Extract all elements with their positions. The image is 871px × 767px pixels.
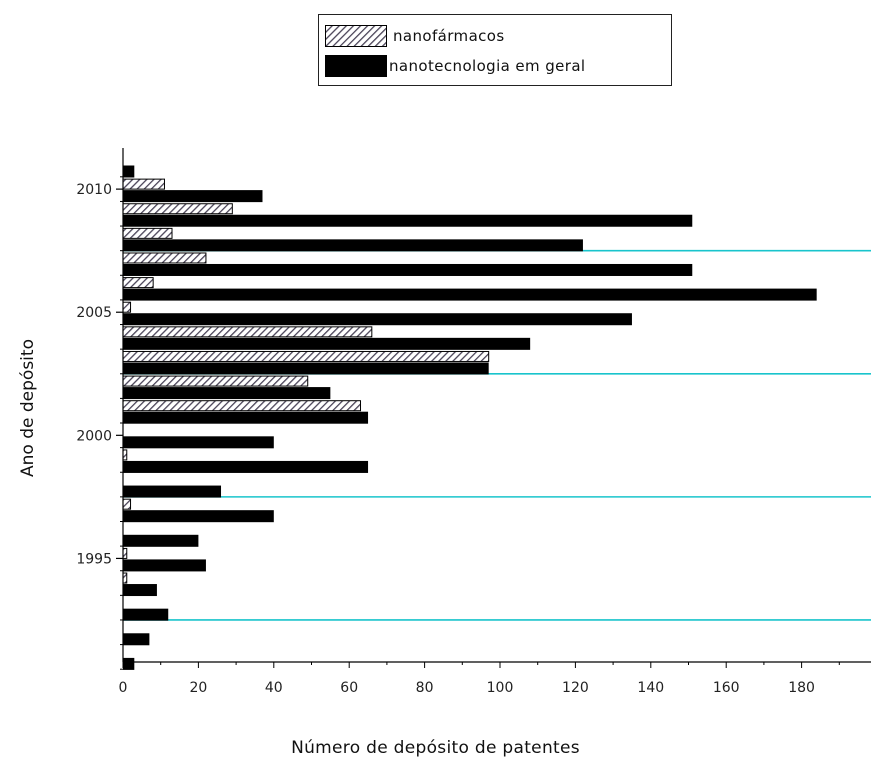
bar-nanotecnologia bbox=[123, 633, 150, 646]
bar-nanotecnologia bbox=[123, 263, 693, 276]
bar-nanotecnologia bbox=[123, 436, 274, 449]
bar-nanotecnologia bbox=[123, 313, 632, 326]
bar-nanotecnologia bbox=[123, 214, 693, 227]
bar-nanofarmacos bbox=[122, 252, 207, 264]
x-axis-title: Número de depósito de patentes bbox=[291, 738, 580, 758]
x-tick-label: 140 bbox=[637, 680, 664, 696]
bar-nanotecnologia bbox=[123, 387, 331, 400]
legend-item-nanofarmacos: nanofármacos bbox=[325, 25, 505, 47]
legend-swatch-solid bbox=[325, 55, 387, 77]
bar-nanofarmacos bbox=[122, 277, 154, 289]
x-tick-label: 100 bbox=[487, 680, 514, 696]
x-tick-label: 0 bbox=[119, 680, 128, 696]
bar-nanotecnologia bbox=[123, 485, 222, 498]
bar-nanofarmacos bbox=[122, 227, 173, 239]
bar-nanotecnologia bbox=[123, 337, 531, 350]
bar-nanotecnologia bbox=[123, 584, 157, 597]
legend: nanofármacos nanotecnologia em geral bbox=[318, 14, 672, 86]
bar-nanofarmacos bbox=[122, 326, 373, 338]
x-tick-label: 180 bbox=[788, 680, 815, 696]
bar-nanotecnologia bbox=[123, 559, 206, 572]
x-tick-label: 160 bbox=[713, 680, 740, 696]
bar-nanotecnologia bbox=[123, 608, 169, 621]
legend-item-nanotecnologia: nanotecnologia em geral bbox=[325, 55, 586, 77]
bar-nanotecnologia bbox=[123, 460, 369, 473]
y-tick-label: 2010 bbox=[76, 182, 112, 198]
bar-nanofarmacos bbox=[122, 498, 132, 510]
bar-nanofarmacos bbox=[122, 301, 132, 313]
y-axis-title: Ano de depósito bbox=[18, 339, 38, 477]
legend-label-nanotecnologia: nanotecnologia em geral bbox=[389, 57, 586, 75]
bar-nanofarmacos bbox=[122, 178, 165, 190]
bar-nanofarmacos bbox=[122, 350, 490, 362]
bar-nanofarmacos bbox=[122, 400, 362, 412]
x-tick-label: 40 bbox=[265, 680, 283, 696]
y-tick-label: 2005 bbox=[76, 305, 112, 321]
bar-nanotecnologia bbox=[123, 657, 135, 670]
x-tick-label: 80 bbox=[416, 680, 434, 696]
bar-nanotecnologia bbox=[123, 288, 817, 301]
bar-nanofarmacos bbox=[122, 375, 309, 387]
bar-nanotecnologia bbox=[123, 239, 583, 252]
y-tick-label: 1995 bbox=[76, 551, 112, 567]
bar-nanotecnologia bbox=[123, 534, 199, 547]
bar-nanotecnologia bbox=[123, 411, 369, 424]
bar-nanotecnologia bbox=[123, 362, 489, 375]
x-tick-label: 60 bbox=[340, 680, 358, 696]
bar-nanotecnologia bbox=[123, 510, 274, 523]
legend-label-nanofarmacos: nanofármacos bbox=[393, 27, 505, 45]
x-tick-label: 120 bbox=[562, 680, 589, 696]
legend-swatch-hatched bbox=[325, 25, 387, 47]
y-tick-label: 2000 bbox=[76, 428, 112, 444]
x-tick-label: 20 bbox=[189, 680, 207, 696]
bar-nanotecnologia bbox=[123, 190, 263, 203]
bar-nanofarmacos bbox=[122, 203, 233, 215]
bar-nanotecnologia bbox=[123, 165, 135, 178]
